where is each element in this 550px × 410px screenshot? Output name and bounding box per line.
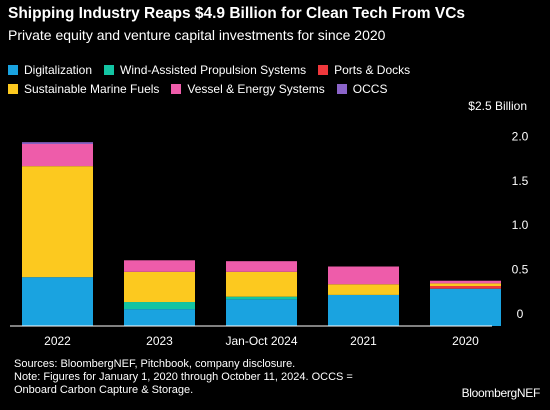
legend-row-2: Sustainable Marine Fuels Vessel & Energy… xyxy=(8,79,548,98)
bar-segment-4-0 xyxy=(22,143,93,167)
legend-label: Digitalization xyxy=(24,62,93,77)
y-tick-label: 1.5 xyxy=(512,174,529,188)
legend-row-1: Digitalization Wind-Assisted Propulsion … xyxy=(8,60,548,79)
note-text-line-2: Onboard Carbon Capture & Storage. xyxy=(14,384,194,396)
legend-label: OCCS xyxy=(352,81,388,96)
y-axis-ticks: 0 0.5 1.0 1.5 2.0 xyxy=(512,129,529,321)
bar-segment-0-4 xyxy=(430,288,501,326)
chart-subtitle: Private equity and venture capital inves… xyxy=(8,27,386,43)
legend-item-occs: OCCS xyxy=(336,81,388,96)
legend-item-digitalization: Digitalization xyxy=(8,63,92,77)
legend-label: Ports & Docks xyxy=(334,62,411,77)
legend-swatch xyxy=(171,83,182,94)
bar-segment-4-2 xyxy=(226,261,297,272)
legend-swatch xyxy=(318,64,329,75)
bar-segment-3-1 xyxy=(124,271,195,303)
x-tick-label: 2021 xyxy=(350,334,377,348)
x-axis-ticks: 2022 2023 Jan-Oct 2024 2021 2020 xyxy=(44,334,479,348)
bar-segment-0-1 xyxy=(124,309,195,326)
footer-notes: Sources: BloombergNEF, Pitchbook, compan… xyxy=(14,358,353,397)
bar-segment-0-0 xyxy=(22,277,93,326)
bar-segment-5-0 xyxy=(22,142,93,144)
bar-segment-3-3 xyxy=(328,284,399,295)
brand-logo: BloombergNEF xyxy=(461,386,541,400)
legend-item-sustainable-fuels: Sustainable Marine Fuels xyxy=(8,82,159,96)
y-tick-label: 0.5 xyxy=(512,263,529,277)
bar-segment-4-4 xyxy=(430,280,501,284)
y-axis-unit-label: $2.5 Billion xyxy=(468,99,527,113)
bar-segment-2-4 xyxy=(430,286,501,289)
legend: Digitalization Wind-Assisted Propulsion … xyxy=(8,60,548,98)
legend-label: Sustainable Marine Fuels xyxy=(24,81,160,96)
note-text-line-1: Note: Figures for January 1, 2020 throug… xyxy=(14,371,353,383)
bar-segment-3-4 xyxy=(430,283,501,287)
x-tick-label: 2020 xyxy=(452,334,479,348)
y-tick-label: 2.0 xyxy=(512,129,529,143)
legend-label: Wind-Assisted Propulsion Systems xyxy=(120,62,307,77)
bar-segment-0-3 xyxy=(328,294,399,326)
legend-swatch xyxy=(8,64,18,75)
bar-segment-1-2 xyxy=(226,296,297,300)
legend-swatch xyxy=(104,64,115,75)
x-tick-label: 2023 xyxy=(146,334,173,348)
legend-item-vessel-energy: Vessel & Energy Systems xyxy=(171,81,325,96)
bar-segment-4-3 xyxy=(328,266,399,285)
bar-segment-4-1 xyxy=(124,260,195,272)
legend-swatch xyxy=(8,83,18,94)
legend-item-ports-docks: Ports & Docks xyxy=(318,63,410,77)
x-tick-label: 2022 xyxy=(44,334,71,348)
y-tick-label: 1.0 xyxy=(512,218,529,232)
bar-segment-3-2 xyxy=(226,271,297,297)
bars xyxy=(22,142,501,326)
bar-segment-1-1 xyxy=(124,302,195,310)
y-tick-label: 0 xyxy=(517,307,524,321)
chart-title: Shipping Industry Reaps $4.9 Billion for… xyxy=(8,5,466,22)
sources-text: Sources: BloombergNEF, Pitchbook, compan… xyxy=(14,358,296,370)
legend-item-wind-assisted: Wind-Assisted Propulsion Systems xyxy=(104,63,306,77)
legend-label: Vessel & Energy Systems xyxy=(187,81,325,96)
x-tick-label: Jan-Oct 2024 xyxy=(225,334,297,348)
legend-swatch xyxy=(336,83,347,94)
bar-segment-3-0 xyxy=(22,166,93,278)
bar-segment-0-2 xyxy=(226,299,297,326)
